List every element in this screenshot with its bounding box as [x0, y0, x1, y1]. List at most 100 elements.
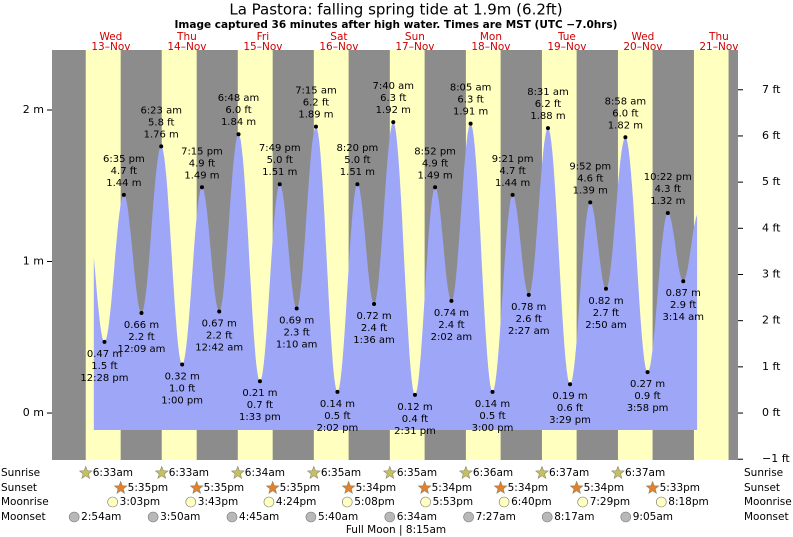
row-time: 3:03pm: [120, 496, 160, 508]
day-date: 21–Nov: [699, 41, 738, 53]
tide-label: 0.32 m: [165, 372, 200, 383]
sun-icon: [341, 480, 356, 494]
tide-label: 5.0 ft: [267, 155, 293, 166]
tide-label: 1.39 m: [573, 185, 608, 196]
tide-label: 2.6 ft: [516, 314, 542, 325]
tide-label: 1.92 m: [376, 105, 411, 116]
tide-label: 9:52 pm: [569, 161, 611, 172]
row-time: 5:34pm: [356, 482, 396, 494]
y-tick-label: 2 m: [23, 103, 44, 116]
tide-label: 2.3 ft: [284, 327, 310, 338]
tide-point: [468, 121, 473, 126]
row-time: 6:37am: [625, 467, 665, 479]
tide-label: 1.49 m: [184, 170, 219, 181]
row-time: 6:33am: [169, 467, 209, 479]
row-time: 5:34pm: [584, 482, 624, 494]
plot: [52, 50, 738, 460]
tide-point: [412, 392, 417, 397]
moonrise-icon: [341, 496, 353, 508]
day-date: 14–Nov: [167, 41, 206, 53]
row-time: 6:34am: [245, 467, 285, 479]
tide-label: 3:00 pm: [472, 423, 514, 434]
tide-label: 7:40 am: [373, 81, 415, 92]
moonset-icon: [620, 511, 632, 523]
tide-label: 0.5 ft: [324, 411, 350, 422]
tide-label: 1.76 m: [144, 129, 179, 140]
tide-point: [526, 292, 531, 297]
tide-label: 6.0 ft: [225, 105, 251, 116]
tide-point: [603, 286, 608, 291]
sun-icon: [265, 480, 280, 494]
row-time: 6:35am: [321, 467, 361, 479]
tide-point: [294, 306, 299, 311]
day-name: Mon: [480, 31, 502, 43]
day-date: 15–Nov: [243, 41, 282, 53]
tide-label: 1.44 m: [495, 178, 530, 189]
y-tick-label: 1 m: [23, 255, 44, 268]
row-time: 6:36am: [473, 467, 513, 479]
tide-label: 0.12 m: [397, 402, 432, 413]
row-time: 8:17am: [554, 511, 594, 523]
day-name: Sun: [405, 31, 425, 43]
tide-point: [277, 182, 282, 187]
tide-point: [355, 182, 360, 187]
tide-label: 0.21 m: [242, 388, 277, 399]
row-time: 3:50am: [160, 511, 200, 523]
day-name: Thu: [708, 31, 729, 43]
row-time: 5:34pm: [508, 482, 548, 494]
day-name: Sat: [330, 31, 347, 43]
sun-icon: [382, 465, 397, 479]
row-time: 3:43pm: [198, 496, 238, 508]
tide-point: [139, 311, 144, 316]
row-label: Sunrise: [1, 467, 40, 479]
tide-point: [665, 211, 670, 216]
tide-label: 0.67 m: [202, 319, 237, 330]
tide-label: 0.66 m: [124, 320, 159, 331]
y2-tick-label: 4 ft: [762, 221, 781, 234]
row-label-right: Sunset: [744, 482, 780, 494]
tide-label: 0.72 m: [356, 311, 391, 322]
tide-label: 1.89 m: [298, 110, 333, 121]
tide-label: 8:20 pm: [337, 143, 379, 154]
tide-label: 6.2 ft: [535, 99, 561, 110]
sun-icon: [189, 480, 204, 494]
row-time: 5:53pm: [433, 496, 473, 508]
daylight: [693, 50, 729, 460]
tide-label: 1.51 m: [262, 167, 297, 178]
day-date: 19–Nov: [547, 41, 586, 53]
row-time: 5:35pm: [128, 482, 168, 494]
chart-subtitle: Image captured 36 minutes after high wat…: [175, 19, 618, 31]
tide-point: [681, 279, 686, 284]
tide-point: [391, 120, 396, 125]
sun-icon: [113, 480, 128, 494]
tide-point: [510, 192, 515, 197]
tide-label: 1.88 m: [530, 111, 565, 122]
tide-label: 0.47 m: [87, 349, 122, 360]
tide-point: [568, 382, 573, 387]
tide-label: 4.6 ft: [577, 173, 603, 184]
tide-label: 0.14 m: [475, 399, 510, 410]
tide-point: [545, 126, 550, 131]
day-name: Tue: [557, 31, 576, 43]
row-time: 6:33am: [93, 467, 133, 479]
row-label: Sunset: [1, 482, 37, 494]
day-name: Wed: [99, 31, 122, 43]
day-name: Thu: [176, 31, 197, 43]
tide-label: 1.91 m: [453, 107, 488, 118]
moonset-icon: [68, 511, 80, 523]
tide-label: 2.4 ft: [438, 320, 464, 331]
tide-label: 6.3 ft: [380, 93, 406, 104]
row-time: 7:29pm: [590, 496, 630, 508]
tide-label: 0.87 m: [666, 288, 701, 299]
tide-label: 0.6 ft: [557, 403, 583, 414]
y2-tick-label: 7 ft: [762, 83, 781, 96]
tide-point: [180, 362, 185, 367]
tide-point: [490, 389, 495, 394]
tide-label: 8:05 am: [450, 83, 492, 94]
tide-label: 0.78 m: [511, 302, 546, 313]
tide-label: 9:21 pm: [492, 154, 534, 165]
sun-icon: [417, 480, 432, 494]
row-label: Moonset: [1, 511, 46, 523]
tide-label: 12:09 am: [118, 344, 166, 355]
